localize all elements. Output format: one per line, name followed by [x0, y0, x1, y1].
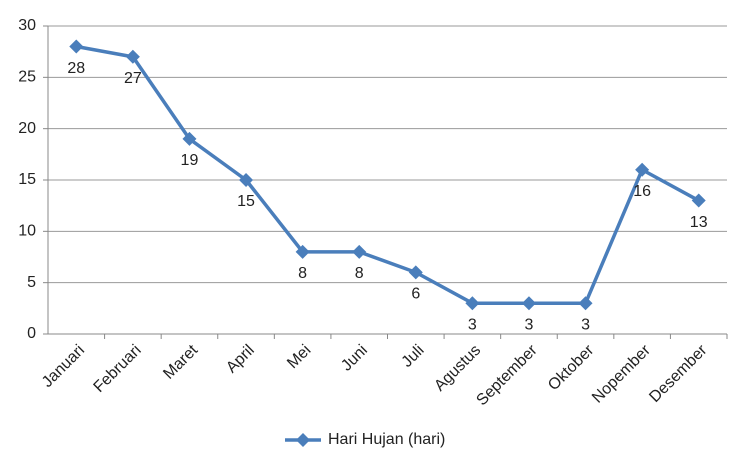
- data-label: 19: [181, 152, 199, 169]
- data-point: [465, 296, 480, 311]
- data-point: [521, 296, 536, 311]
- data-label: 13: [690, 214, 708, 231]
- legend-label: Hari Hujan (hari): [328, 431, 445, 448]
- x-tick-label: Februari: [91, 342, 145, 396]
- y-tick-label: 15: [18, 171, 36, 188]
- data-label: 8: [355, 265, 364, 282]
- data-label: 28: [67, 60, 85, 77]
- data-label: 8: [298, 265, 307, 282]
- data-point: [691, 193, 706, 208]
- data-label: 3: [581, 316, 590, 333]
- data-label: 3: [525, 316, 534, 333]
- data-label: 16: [633, 183, 651, 200]
- y-tick-label: 30: [18, 17, 36, 34]
- legend-marker: [296, 433, 310, 447]
- data-point: [239, 173, 254, 187]
- y-tick-label: 0: [27, 325, 36, 342]
- data-point: [69, 39, 84, 54]
- data-point: [635, 162, 650, 177]
- x-tick-label: September: [473, 341, 541, 409]
- data-point: [408, 265, 423, 280]
- data-label: 27: [124, 70, 142, 87]
- x-tick-label: Maret: [160, 341, 201, 382]
- data-label: 6: [411, 286, 420, 303]
- x-tick-label: Mei: [284, 342, 314, 372]
- x-tick-label: Oktober: [545, 341, 598, 394]
- y-tick-label: 10: [18, 223, 36, 240]
- x-tick-label: Agustus: [431, 342, 484, 395]
- x-tick-label: Desember: [646, 341, 711, 406]
- data-point: [578, 296, 593, 311]
- data-label: 3: [468, 316, 477, 333]
- x-tick-label: Juni: [338, 342, 371, 375]
- data-point: [295, 244, 310, 259]
- data-label: 15: [237, 193, 255, 210]
- y-tick-label: 25: [18, 69, 36, 86]
- data-point: [182, 131, 197, 146]
- x-tick-label: April: [223, 342, 258, 377]
- y-tick-label: 5: [27, 274, 36, 291]
- series-line: [75, 44, 700, 305]
- x-tick-label: Nopember: [589, 341, 654, 406]
- data-point: [125, 49, 140, 64]
- x-tick-label: Januari: [39, 342, 88, 391]
- y-tick-label: 20: [18, 120, 36, 137]
- x-tick-label: Juli: [399, 342, 428, 371]
- data-point: [352, 244, 367, 259]
